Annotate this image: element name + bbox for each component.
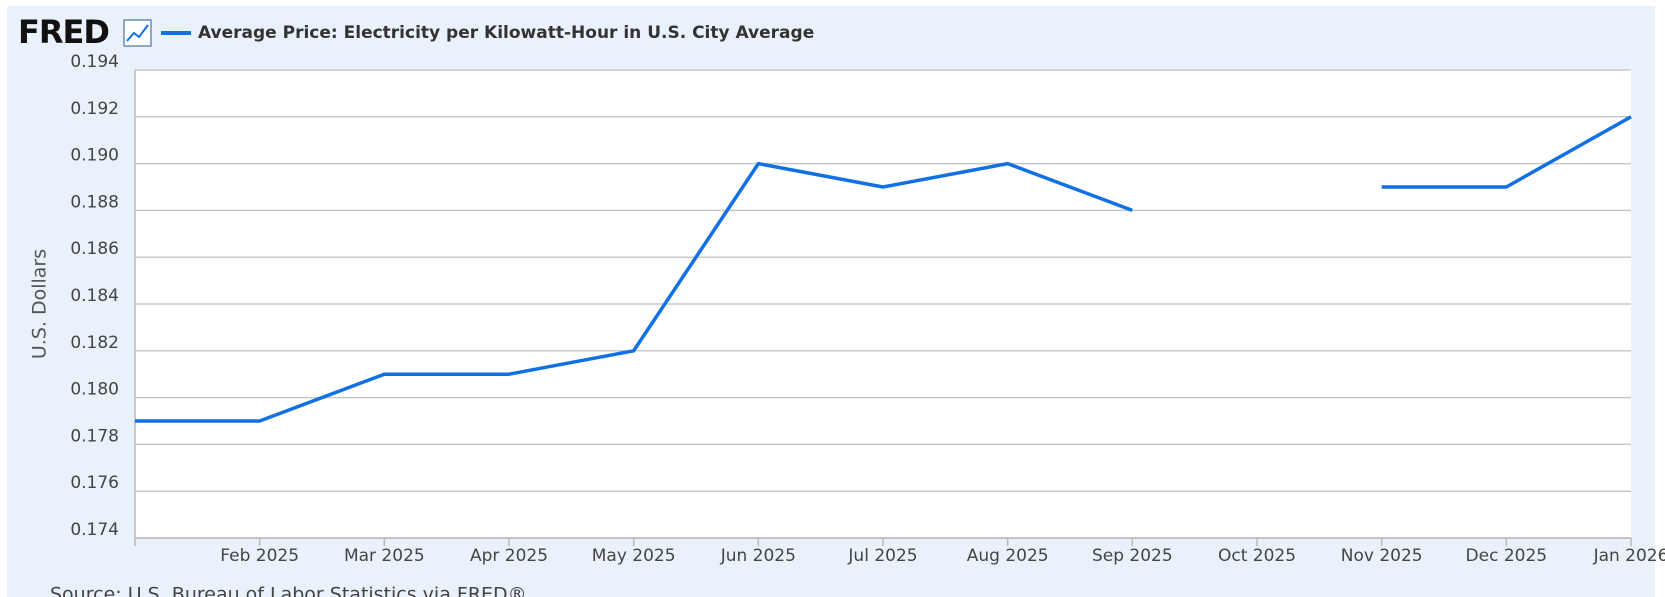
y-tick-label: 0.186 <box>70 239 119 259</box>
legend-label: Average Price: Electricity per Kilowatt-… <box>198 23 814 43</box>
y-tick-label: 0.178 <box>70 426 119 446</box>
x-tick-label: May 2025 <box>592 546 676 566</box>
series-line <box>135 115 1632 423</box>
y-axis-label: U.S. Dollars <box>29 249 51 359</box>
y-tick-label: 0.180 <box>70 380 119 400</box>
y-tick-label: 0.188 <box>70 192 119 212</box>
x-tick-label: Sep 2025 <box>1092 546 1173 566</box>
x-tick-label: Aug 2025 <box>967 546 1049 566</box>
x-tick-label: Nov 2025 <box>1341 546 1423 566</box>
y-tick-label: 0.174 <box>70 520 119 540</box>
x-tick-label: Dec 2025 <box>1466 546 1548 566</box>
y-tick-label: 0.190 <box>70 146 119 166</box>
logo: FRED <box>18 13 109 51</box>
x-tick-label: Feb 2025 <box>220 546 299 566</box>
x-tick-label: Mar 2025 <box>344 546 425 566</box>
x-tick-label: Apr 2025 <box>470 546 548 566</box>
x-tick-label: Oct 2025 <box>1218 546 1296 566</box>
y-tick-label: 0.194 <box>70 52 119 72</box>
x-tick-label: Jun 2025 <box>720 546 796 566</box>
graph-icon <box>123 19 152 47</box>
y-tick-label: 0.176 <box>70 473 119 493</box>
x-tick-label: Jul 2025 <box>847 546 917 566</box>
source: Source: U.S. Bureau of Labor Statistics … <box>50 584 527 597</box>
y-tick-label: 0.192 <box>70 99 119 119</box>
y-tick-label: 0.182 <box>70 333 119 353</box>
x-tick-label: Jan 2026 <box>1593 546 1665 566</box>
y-tick-label: 0.184 <box>70 286 119 306</box>
